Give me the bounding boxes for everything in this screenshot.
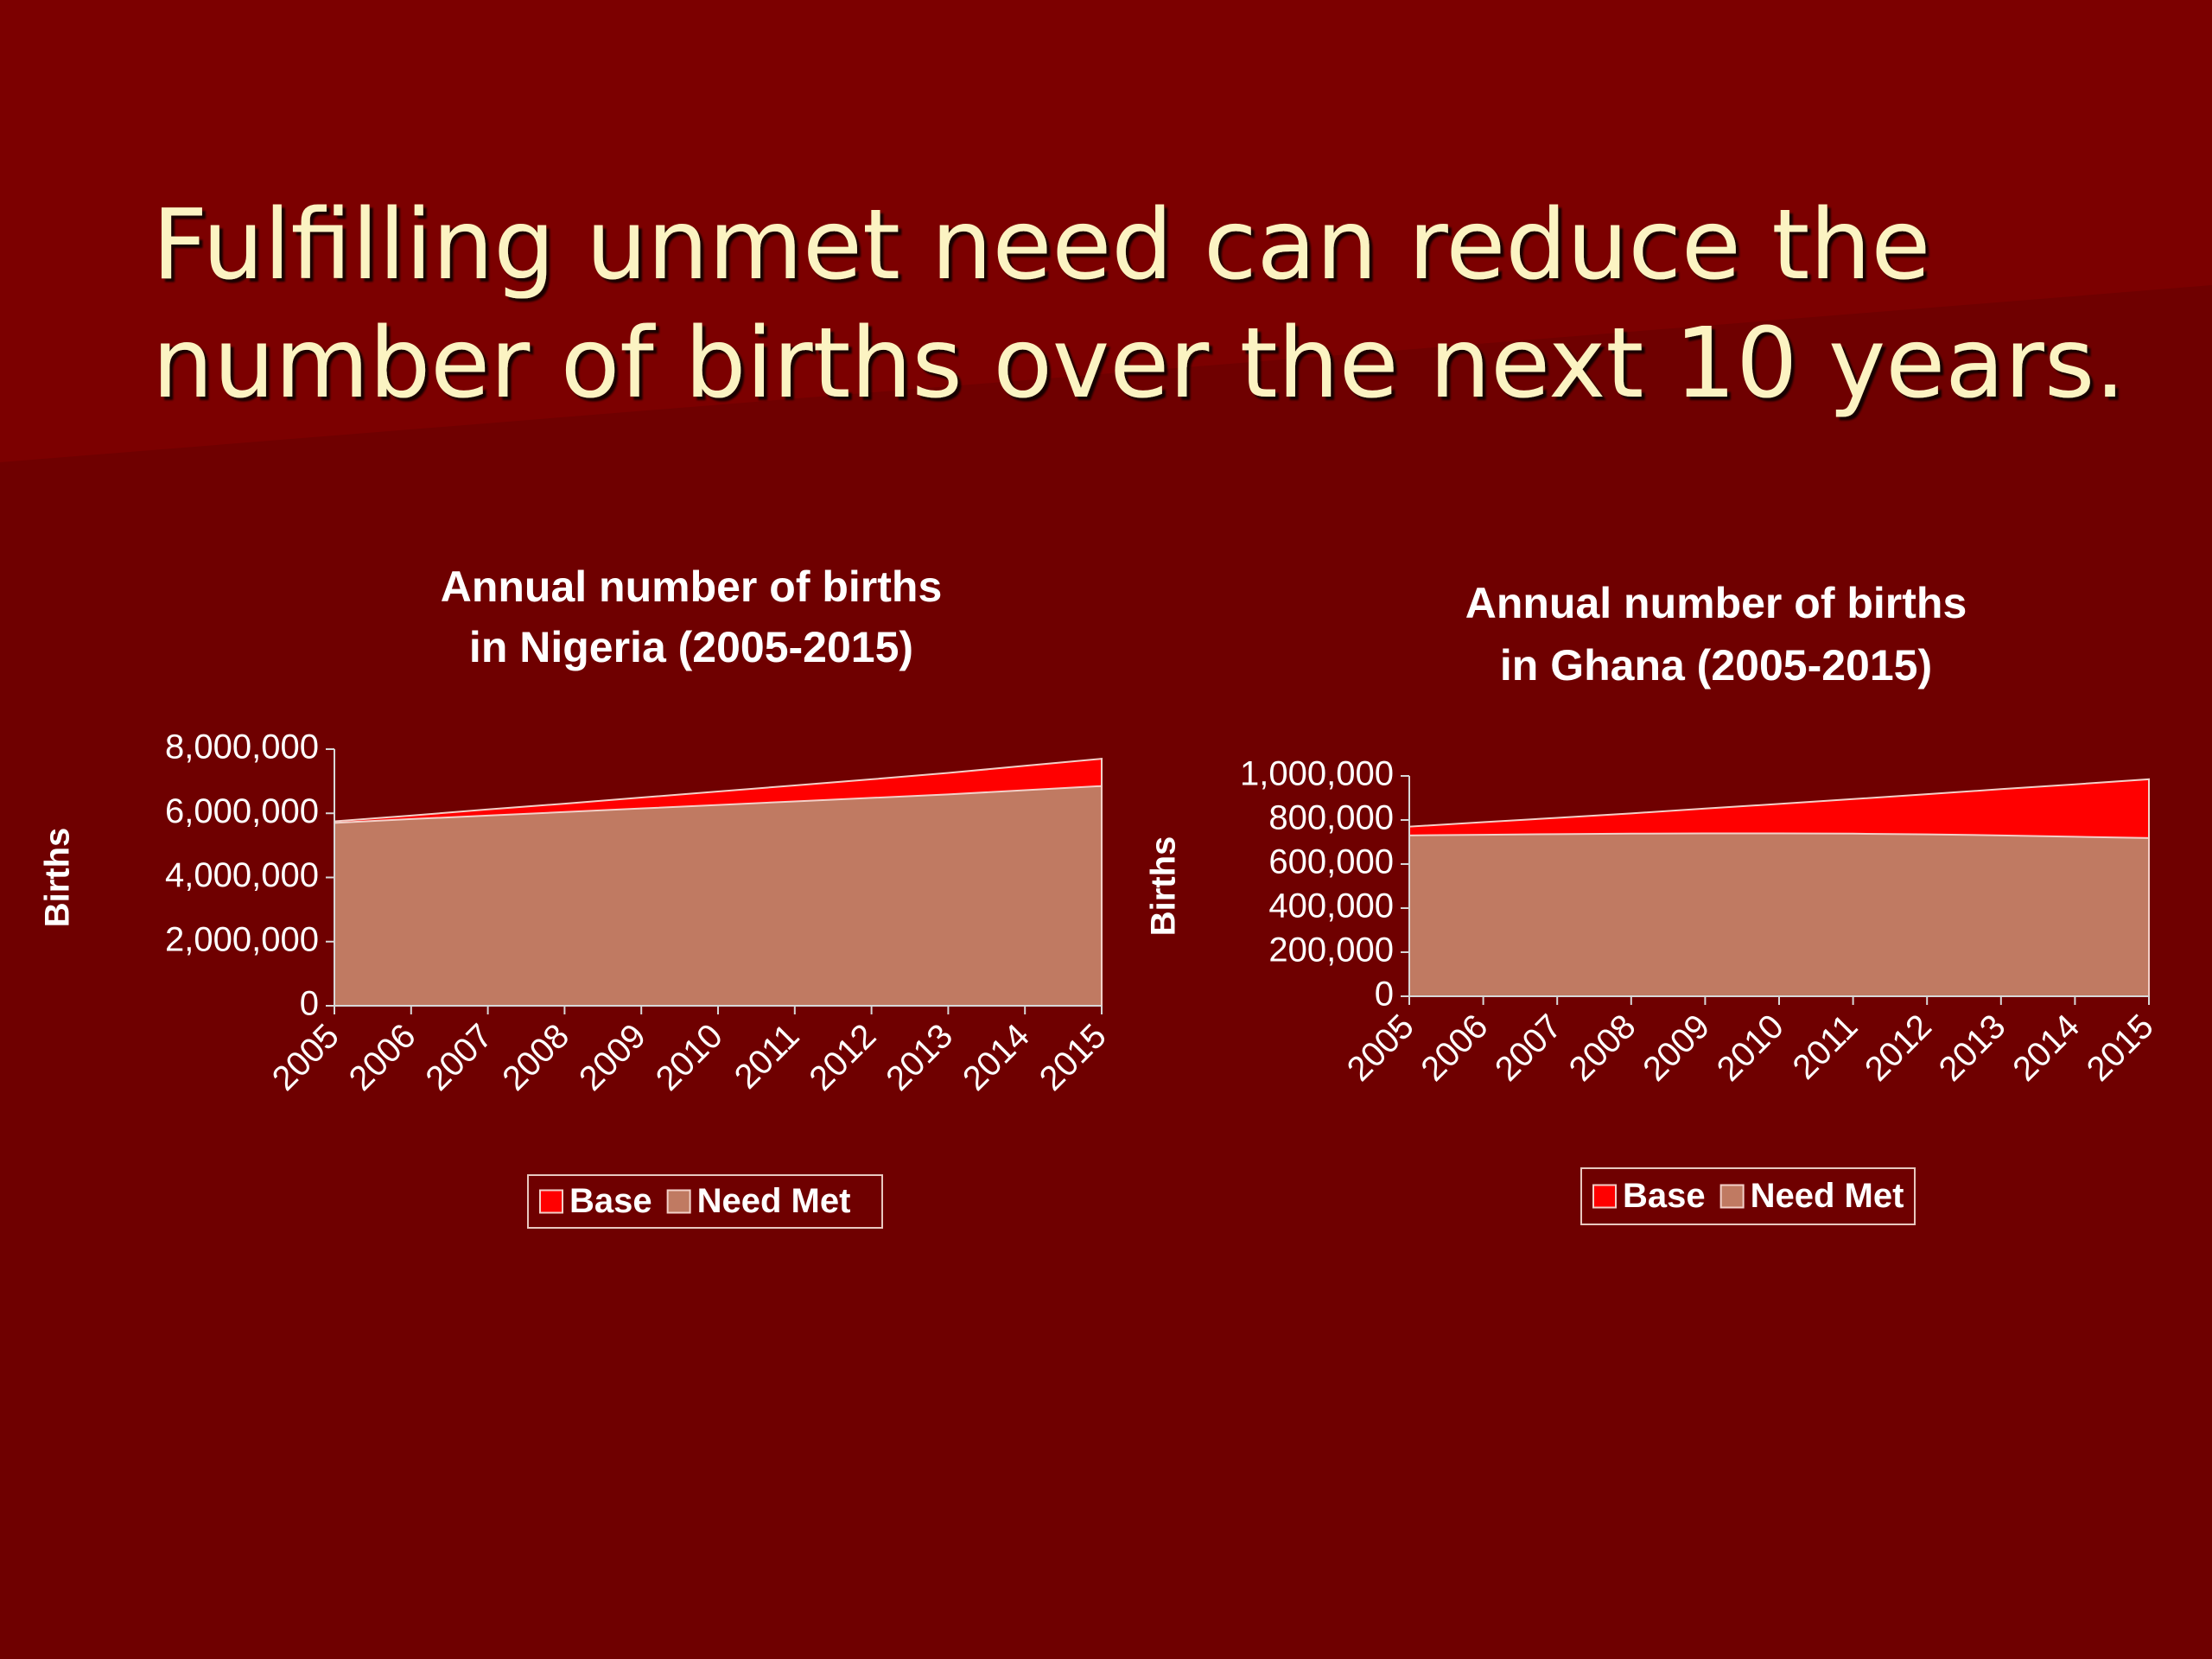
y-tick-label: 2,000,000: [165, 920, 319, 958]
slide-title: Fulfilling unmet need can reduce the numb…: [152, 189, 2126, 420]
legend-label: Need Met: [1751, 1177, 1904, 1215]
chart-title: Annual number of births in Ghana (2005-20…: [1465, 579, 1967, 690]
y-tick-label: 4,000,000: [165, 856, 319, 894]
y-tick-label: 8,000,000: [165, 728, 319, 766]
y-tick-label: 400,000: [1268, 887, 1394, 925]
legend-swatch: [666, 1189, 691, 1214]
legend-label: Need Met: [697, 1182, 851, 1220]
y-tick-label: 6,000,000: [165, 792, 319, 830]
y-tick-label: 200,000: [1268, 931, 1394, 969]
y-tick-label: 600,000: [1268, 843, 1394, 881]
legend-swatch: [539, 1189, 563, 1214]
y-tick-label: 800,000: [1268, 799, 1394, 837]
chart-title: Annual number of births in Nigeria (2005-…: [441, 563, 943, 671]
y-tick-label: 0: [300, 985, 319, 1023]
y-tick-label: 0: [1375, 976, 1394, 1014]
legend-box: [527, 1174, 883, 1229]
legend-label: Base: [569, 1182, 652, 1220]
chart: 02,000,0004,000,0006,000,0008,000,000200…: [39, 563, 1114, 1229]
legend-label: Base: [1623, 1177, 1706, 1215]
area: [334, 785, 1103, 1007]
background-band: [0, 0, 2212, 462]
legend-swatch: [1719, 1184, 1745, 1209]
area: [1408, 832, 2150, 997]
y-axis-label: Births: [1145, 836, 1183, 937]
legend-box: [1580, 1167, 1916, 1225]
y-axis-label: Births: [39, 828, 77, 928]
legend-swatch: [1592, 1184, 1617, 1209]
y-tick-label: 1,000,000: [1240, 755, 1394, 793]
